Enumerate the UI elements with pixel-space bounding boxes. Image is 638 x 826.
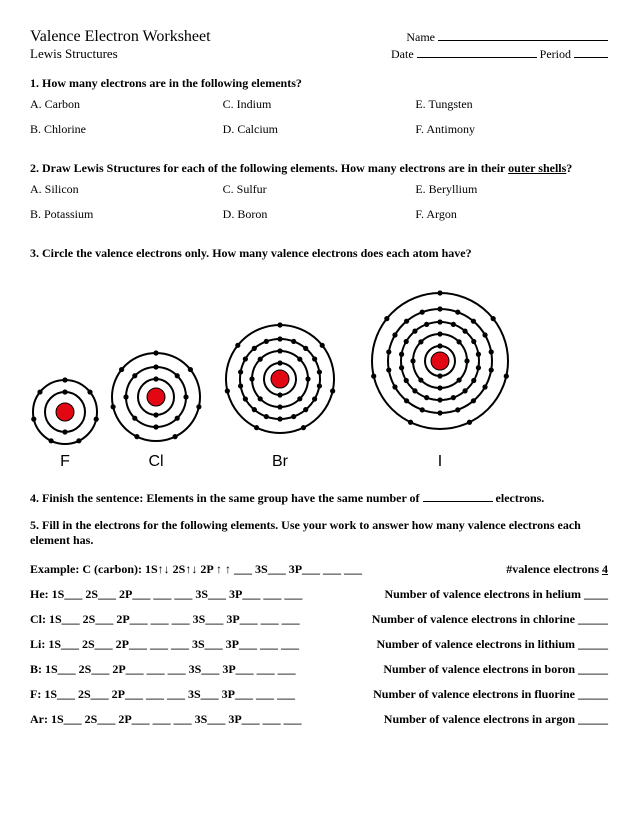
ex-r-a: #valence electrons (506, 562, 602, 576)
config-row-2: Li: 1S___ 2S___ 2P___ ___ ___ 3S___ 3P__… (30, 637, 608, 652)
config-row-3: B: 1S___ 2S___ 2P___ ___ ___ 3S___ 3P___… (30, 662, 608, 677)
config-row-0: He: 1S___ 2S___ 2P___ ___ ___ 3S___ 3P__… (30, 587, 608, 602)
atom-wrap-F: F (30, 377, 100, 471)
config-right-5: Number of valence electrons in argon ___… (384, 712, 608, 727)
ex-2p: 2P (197, 562, 213, 576)
name-label: Name (406, 30, 435, 44)
example-left: Example: C (carbon): 1S↑↓ 2S↑↓ 2P ↑ ↑ __… (30, 562, 362, 577)
q2-c: outer shells (508, 161, 566, 175)
q2-c-item: C. Sulfur (223, 182, 416, 197)
config-left-2: Li: 1S___ 2S___ 2P___ ___ ___ 3S___ 3P__… (30, 637, 299, 652)
config-left-5: Ar: 1S___ 2S___ 2P___ ___ ___ 3S___ 3P__… (30, 712, 302, 727)
q1-prompt: 1. How many electrons are in the followi… (30, 76, 608, 91)
arrow-up-3: ↑ (216, 562, 222, 576)
q4-b: electrons. (493, 491, 545, 505)
config-left-0: He: 1S___ 2S___ 2P___ ___ ___ 3S___ 3P__… (30, 587, 302, 602)
atom-label-Br: Br (212, 453, 348, 471)
name-field: Name (406, 30, 608, 45)
q1-c: C. Indium (223, 97, 416, 112)
atom-wrap-I: I (354, 275, 526, 471)
header-row-1: Valence Electron Worksheet Name (30, 28, 608, 46)
q1-b: B. Chlorine (30, 122, 223, 137)
q3-b: How many valence electrons does each ato… (212, 246, 471, 260)
q2-f-item: F. Argon (415, 207, 608, 222)
config-right-2: Number of valence electrons in lithium _… (376, 637, 608, 652)
q1: 1. How many electrons are in the followi… (30, 76, 608, 137)
q4-blank[interactable] (423, 501, 493, 502)
config-right-4: Number of valence electrons in fluorine … (373, 687, 608, 702)
q1-e: E. Tungsten (415, 97, 608, 112)
q2-b-item: B. Potassium (30, 207, 223, 222)
atom-Cl (106, 347, 206, 447)
q3: 3. Circle the valence electrons only. Ho… (30, 246, 608, 261)
q2: 2. Draw Lewis Structures for each of the… (30, 161, 608, 222)
config-row-1: Cl: 1S___ 2S___ 2P___ ___ ___ 3S___ 3P__… (30, 612, 608, 627)
q2-a-item: A. Silicon (30, 182, 223, 197)
q1-f: F. Antimony (415, 122, 608, 137)
q2-prompt: 2. Draw Lewis Structures for each of the… (30, 161, 608, 176)
q4-a: 4. Finish the sentence: Elements in the … (30, 491, 423, 505)
ex-1s: Example: C (carbon): 1S (30, 562, 158, 576)
name-blank[interactable] (438, 40, 608, 41)
q2-b: elements. How many electrons are in thei… (290, 161, 508, 175)
q1-grid: A. Carbon C. Indium E. Tungsten B. Chlor… (30, 97, 608, 137)
period-label: Period (540, 47, 571, 61)
subtitle: Lewis Structures (30, 46, 118, 62)
title: Valence Electron Worksheet (30, 28, 211, 46)
q5: 5. Fill in the electrons for the followi… (30, 518, 608, 548)
bohr-diagrams: F Cl Br I (30, 275, 608, 471)
q4: 4. Finish the sentence: Elements in the … (30, 491, 608, 506)
q2-d-item: D. Boron (223, 207, 416, 222)
atom-label-Cl: Cl (106, 453, 206, 471)
example-row: Example: C (carbon): 1S↑↓ 2S↑↓ 2P ↑ ↑ __… (30, 562, 608, 577)
ex-rest: ___ 3S___ 3P___ ___ ___ (231, 562, 362, 576)
atom-label-I: I (354, 453, 526, 471)
ex-2s: 2S (170, 562, 186, 576)
q1-d: D. Calcium (223, 122, 416, 137)
atom-wrap-Br: Br (212, 311, 348, 471)
config-left-3: B: 1S___ 2S___ 2P___ ___ ___ 3S___ 3P___… (30, 662, 296, 677)
config-right-1: Number of valence electrons in chlorine … (372, 612, 608, 627)
date-period: Date Period (391, 47, 608, 62)
q3-a: 3. Circle the valence electrons only. (30, 246, 212, 260)
atom-Br (212, 311, 348, 447)
example-right: #valence electrons 4 (506, 562, 608, 577)
date-blank[interactable] (417, 57, 537, 58)
q2-qm: ? (566, 161, 572, 175)
config-left-1: Cl: 1S___ 2S___ 2P___ ___ ___ 3S___ 3P__… (30, 612, 300, 627)
config-row-5: Ar: 1S___ 2S___ 2P___ ___ ___ 3S___ 3P__… (30, 712, 608, 727)
atom-I (354, 275, 526, 447)
atom-label-F: F (30, 453, 100, 471)
period-blank[interactable] (574, 57, 608, 58)
q2-a: 2. Draw Lewis Structures for each of the… (30, 161, 290, 175)
atom-F (30, 377, 100, 447)
q2-e-item: E. Beryllium (415, 182, 608, 197)
config-row-4: F: 1S___ 2S___ 2P___ ___ ___ 3S___ 3P___… (30, 687, 608, 702)
atom-wrap-Cl: Cl (106, 347, 206, 471)
q1-a: A. Carbon (30, 97, 223, 112)
q2-grid: A. Silicon C. Sulfur E. Beryllium B. Pot… (30, 182, 608, 222)
date-label: Date (391, 47, 414, 61)
header-row-2: Lewis Structures Date Period (30, 46, 608, 62)
ex-r-b: 4 (602, 562, 608, 576)
q3-prompt: 3. Circle the valence electrons only. Ho… (30, 246, 608, 261)
config-right-3: Number of valence electrons in boron ___… (383, 662, 608, 677)
config-left-4: F: 1S___ 2S___ 2P___ ___ ___ 3S___ 3P___… (30, 687, 295, 702)
config-rows: He: 1S___ 2S___ 2P___ ___ ___ 3S___ 3P__… (30, 587, 608, 727)
config-right-0: Number of valence electrons in helium __… (384, 587, 608, 602)
